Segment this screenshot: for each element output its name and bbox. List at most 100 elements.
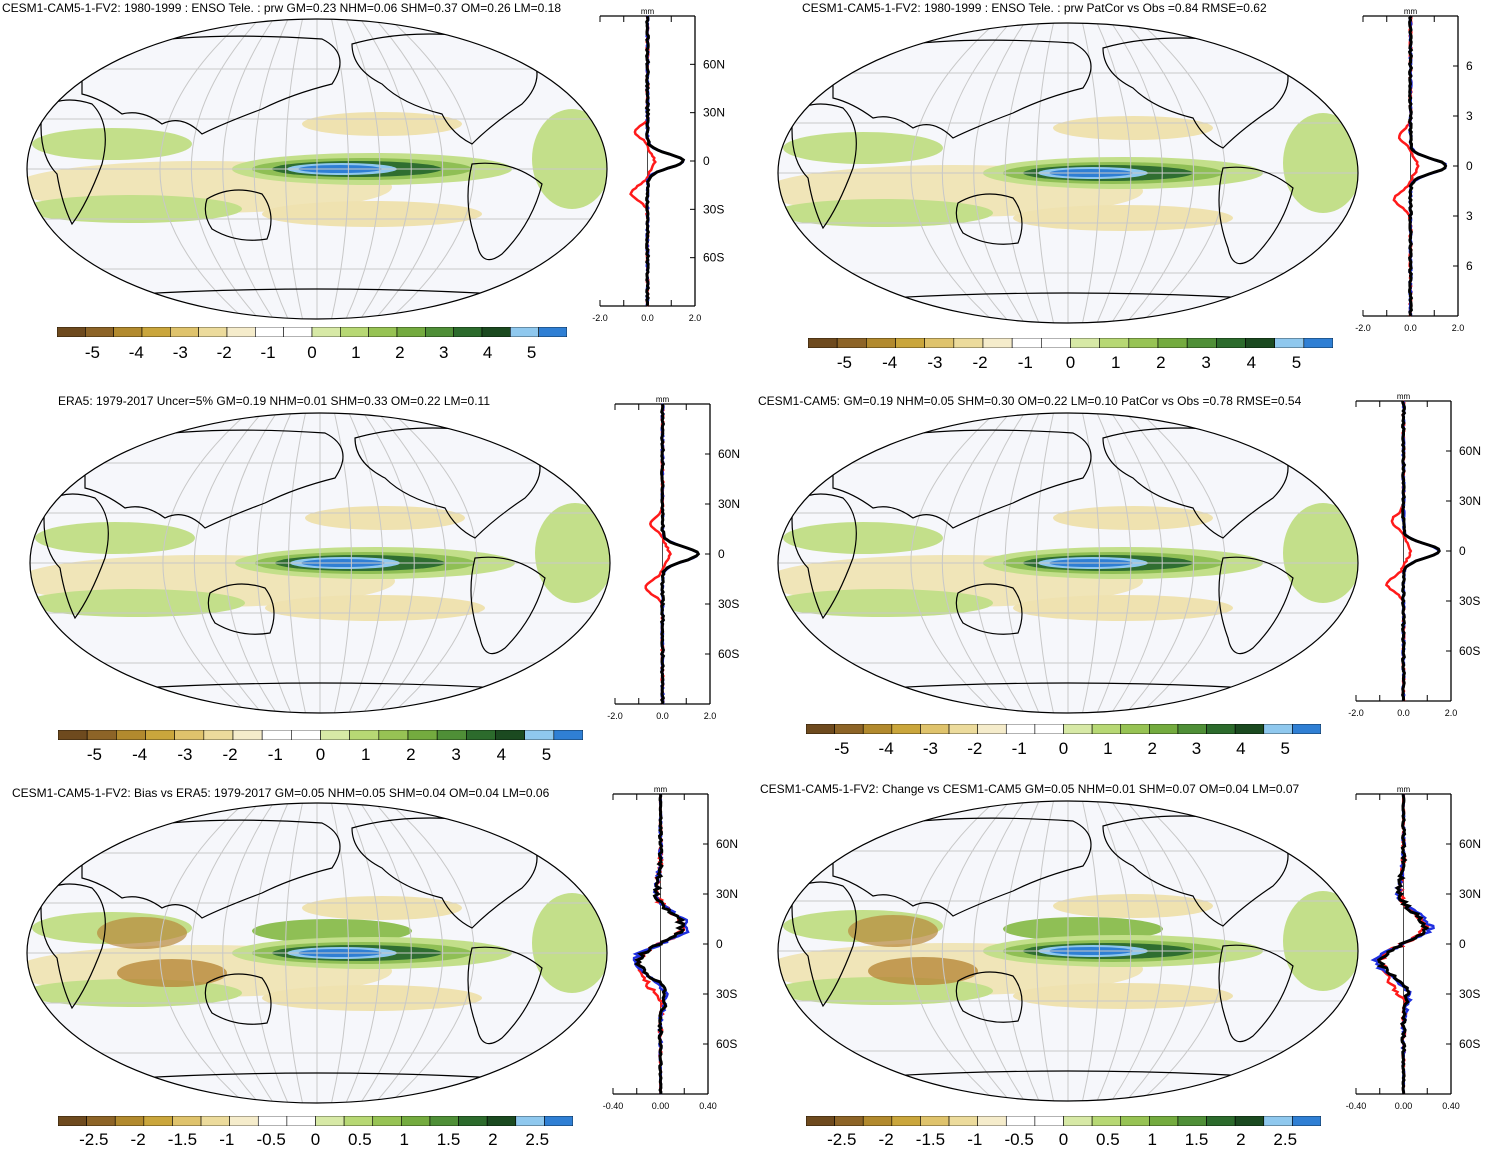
coastline bbox=[832, 817, 1092, 917]
profile-lat-label: 30S bbox=[703, 202, 724, 216]
colorbar-swatch bbox=[538, 327, 567, 337]
graticule-line bbox=[222, 803, 274, 1103]
colorbar-swatch bbox=[170, 327, 199, 337]
colorbar bbox=[58, 1116, 573, 1126]
zonal-profile: mm 60N 30N 0 30S 60S -0.40 0.00 0.40 bbox=[603, 785, 738, 1111]
graticule-line bbox=[1111, 801, 1163, 1101]
panel-top-left: CESM1-CAM5-1-FV2: 1980-1999 : ENSO Tele.… bbox=[0, 0, 745, 380]
world-map bbox=[29, 412, 611, 714]
colorbar-label: 4 bbox=[1246, 353, 1257, 372]
colorbar-swatch bbox=[806, 724, 835, 734]
graticule-line bbox=[374, 19, 444, 319]
colorbar-swatch bbox=[226, 327, 256, 337]
graticule-line bbox=[1140, 801, 1226, 1101]
colorbar-swatch bbox=[1091, 724, 1122, 734]
profile-x-label: -2.0 bbox=[592, 313, 608, 323]
colorbar-swatch bbox=[1274, 338, 1305, 348]
coastline bbox=[81, 819, 341, 919]
profile-x-label: 2.0 bbox=[704, 711, 717, 721]
colorbar-swatch bbox=[291, 730, 321, 740]
graticule-line bbox=[1140, 23, 1226, 323]
colorbar-label: 1 bbox=[1147, 1130, 1157, 1149]
colorbar-label: -2 bbox=[967, 739, 983, 758]
graticule-line bbox=[389, 803, 475, 1103]
colorbar-swatch bbox=[515, 1116, 545, 1126]
colorbar-label: -2 bbox=[216, 343, 232, 362]
profile-x-label: 0.0 bbox=[1397, 708, 1410, 718]
colorbar-label: -1.5 bbox=[915, 1130, 946, 1149]
graticule-line bbox=[1036, 23, 1054, 323]
graticule-line bbox=[253, 803, 289, 1103]
colorbar-swatch bbox=[174, 730, 205, 740]
profile-curve bbox=[1401, 400, 1441, 701]
profile-unit: mm bbox=[1397, 785, 1411, 794]
colorbar-swatch bbox=[1120, 724, 1150, 734]
colorbar-label: -2.5 bbox=[79, 1130, 109, 1149]
colorbar-labels: -5 -4 -3 -2 -1 0 1 2 3 4 5 bbox=[806, 739, 1321, 759]
colorbar-label: -1.5 bbox=[167, 1130, 198, 1149]
graticule-line bbox=[162, 413, 248, 713]
colorbar-swatch bbox=[1292, 724, 1321, 734]
panel-title: CESM1-CAM5-1-FV2: Change vs CESM1-CAM5 G… bbox=[760, 782, 1300, 796]
colorbar-labels: -2.5 -2 -1.5 -1 -0.5 0 0.5 1 1.5 2 2.5 bbox=[806, 1130, 1321, 1150]
profile-x-label: -0.40 bbox=[603, 1101, 623, 1111]
colorbar-swatch bbox=[429, 1116, 459, 1126]
coastline bbox=[791, 103, 857, 230]
anomaly-band bbox=[265, 595, 485, 621]
graticule-line bbox=[253, 19, 289, 319]
colorbar-swatch bbox=[200, 1116, 230, 1126]
anomaly-band bbox=[1283, 503, 1358, 603]
graticule-line bbox=[910, 801, 996, 1101]
colorbar-swatch bbox=[311, 327, 341, 337]
profile-unit: mm bbox=[1404, 7, 1418, 16]
profile-lat-label: 30S bbox=[1459, 594, 1480, 608]
anomaly-band bbox=[32, 128, 192, 160]
graticule-line bbox=[256, 413, 292, 713]
coastline bbox=[467, 946, 543, 1045]
graticule-line bbox=[1004, 801, 1040, 1101]
colorbar-label: -3 bbox=[922, 739, 939, 758]
colorbar-swatch bbox=[1216, 338, 1246, 348]
colorbar-swatch bbox=[1091, 1116, 1122, 1126]
profile-unit: mm bbox=[1397, 392, 1411, 401]
profile-x-label: 0.0 bbox=[656, 711, 669, 721]
colorbar-label: -0.5 bbox=[256, 1130, 286, 1149]
coastline bbox=[43, 493, 109, 620]
colorbar bbox=[806, 724, 1321, 734]
profile-x-label: 0.00 bbox=[652, 1101, 670, 1111]
profile-lat-label: 3 bbox=[1466, 109, 1473, 123]
colorbar-label: -2.5 bbox=[827, 1130, 857, 1149]
colorbar-label: 4 bbox=[1236, 739, 1246, 758]
colorbar-swatch bbox=[1149, 724, 1179, 734]
world-map bbox=[26, 18, 608, 320]
colorbar-swatch bbox=[553, 730, 583, 740]
coastline bbox=[1218, 166, 1294, 265]
colorbar-swatch bbox=[458, 1116, 488, 1126]
colorbar-swatch bbox=[1041, 338, 1071, 348]
colorbar-swatch bbox=[866, 338, 896, 348]
colorbar-label: -1 bbox=[1017, 353, 1033, 372]
colorbar-label: -2 bbox=[222, 745, 238, 764]
colorbar-label: 1 bbox=[399, 1130, 409, 1149]
colorbar-label: 2 bbox=[1156, 353, 1166, 372]
profile-lat-label: 3 bbox=[1466, 209, 1473, 223]
graticule-line bbox=[941, 801, 1011, 1101]
graticule-line bbox=[1111, 413, 1163, 713]
profile-curve bbox=[659, 403, 701, 705]
graticule-line bbox=[941, 413, 1011, 713]
colorbar-label: 4 bbox=[496, 745, 507, 764]
colorbar-label: 0 bbox=[1058, 739, 1069, 758]
coastline bbox=[1218, 944, 1294, 1043]
graticule-line bbox=[1125, 23, 1195, 323]
anomaly-band bbox=[302, 112, 462, 136]
colorbar-label: -4 bbox=[128, 343, 144, 362]
colorbar-swatch bbox=[982, 338, 1013, 348]
colorbar-label: -5 bbox=[86, 745, 103, 764]
profile-x-label: -0.40 bbox=[1346, 1101, 1366, 1111]
profile-x-label: 0.00 bbox=[1395, 1101, 1413, 1111]
profile-curve bbox=[629, 15, 657, 307]
profile-lat-label: 60S bbox=[1459, 1037, 1480, 1051]
colorbar-labels: -5 -4 -3 -2 -1 0 1 2 3 4 5 bbox=[808, 353, 1333, 373]
colorbar-swatch bbox=[1263, 1116, 1293, 1126]
zonal-profile: mm 60N 30N 0 30S 60S -2.0 0.0 2.0 bbox=[1348, 392, 1481, 718]
